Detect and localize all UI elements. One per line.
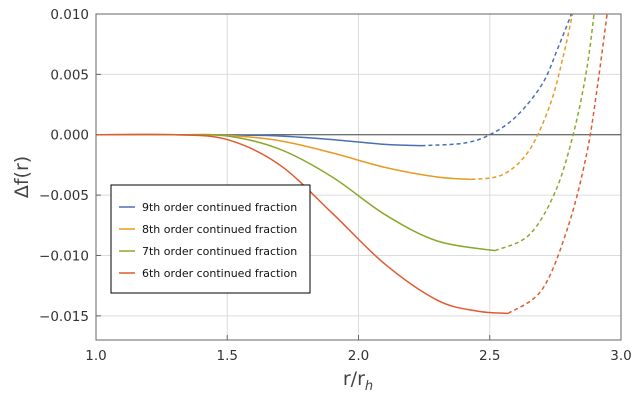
x-axis-label: r/rh xyxy=(343,368,373,394)
legend-label: 6th order continued fraction xyxy=(142,267,297,280)
series-line-dashed xyxy=(494,14,595,252)
legend-label: 8th order continued fraction xyxy=(142,223,297,236)
y-axis-label: Δf(r) xyxy=(11,156,33,198)
x-axis-label-subscript: h xyxy=(365,379,373,394)
y-tick-label: 0.010 xyxy=(50,7,89,23)
y-tick-label: −0.015 xyxy=(39,309,89,325)
x-tick-label: 1.5 xyxy=(217,348,238,364)
series-line-solid xyxy=(96,133,509,315)
series-line-dashed xyxy=(471,14,574,181)
y-tick-label: 0.005 xyxy=(50,67,89,83)
y-tick-label: 0.000 xyxy=(50,128,89,144)
x-tick-label: 2.0 xyxy=(348,348,369,364)
x-axis-label-main: r/r xyxy=(343,368,365,390)
legend-label: 7th order continued fraction xyxy=(142,245,297,258)
series-line-dashed xyxy=(507,14,608,315)
x-tick-label: 1.0 xyxy=(85,348,106,364)
legend: 9th order continued fraction 8th order co… xyxy=(110,184,311,294)
y-tick-label: −0.005 xyxy=(39,188,89,204)
series-line-solid xyxy=(96,133,472,181)
legend-box xyxy=(110,184,311,294)
y-tick-label: −0.010 xyxy=(39,248,89,264)
series-line-dashed xyxy=(421,14,573,147)
legend-label: 9th order continued fraction xyxy=(142,201,297,214)
x-tick-label: 2.5 xyxy=(479,348,500,364)
y-tick-labels: 0.010 0.005 0.000 −0.005 −0.010 −0.015 xyxy=(39,7,89,325)
x-tick-labels: 1.0 1.5 2.0 2.5 3.0 xyxy=(85,348,631,364)
x-tick-label: 3.0 xyxy=(610,348,631,364)
series-line-solid xyxy=(96,133,422,147)
series-layer xyxy=(96,14,608,315)
plot-frame xyxy=(95,13,622,341)
